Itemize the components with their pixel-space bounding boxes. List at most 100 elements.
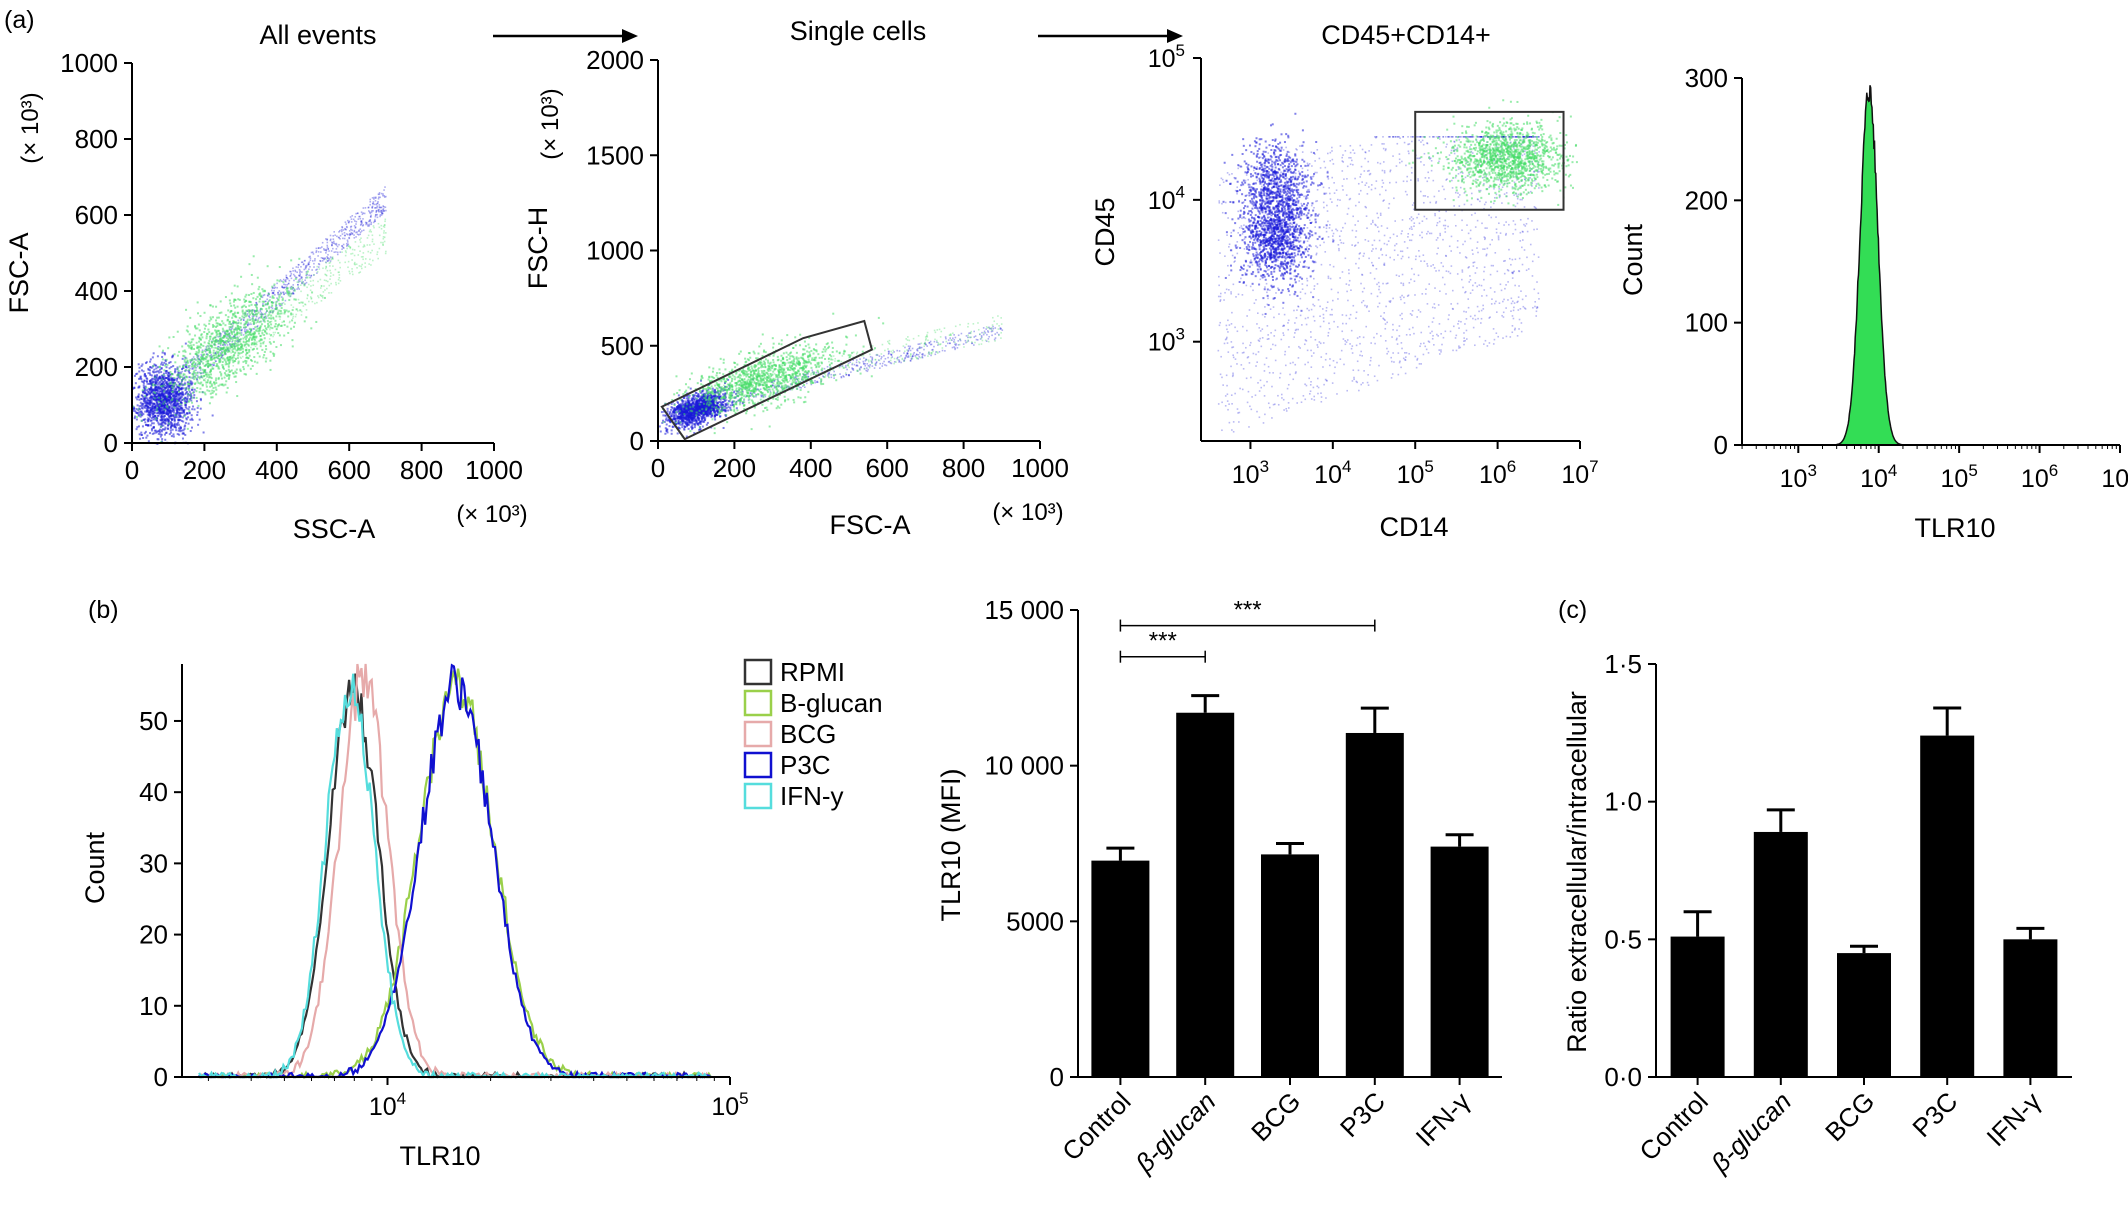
scatter-point (883, 354, 885, 357)
scatter-point (281, 286, 283, 288)
scatter-point (923, 342, 926, 345)
scatter-point (191, 367, 194, 370)
scatter-point (807, 359, 810, 361)
scatter-point (284, 292, 287, 294)
scatter-point (278, 294, 280, 296)
scatter-point (145, 395, 148, 398)
scatter-point (267, 324, 270, 327)
scatter-point (859, 358, 861, 360)
scatter-point (244, 359, 247, 362)
scatter-point (266, 328, 268, 331)
scatter-point (206, 373, 209, 376)
scatter-point (344, 234, 346, 237)
scatter-point (246, 313, 249, 315)
scatter-point (245, 352, 248, 355)
scatter-point (927, 355, 929, 357)
scatter-point (156, 414, 159, 417)
scatter-point (217, 340, 219, 342)
scatter-point (994, 337, 997, 339)
scatter-point (348, 245, 350, 248)
scatter-point (149, 380, 152, 383)
scatter-point (223, 376, 226, 379)
scatter-point (163, 352, 166, 355)
scatter-point (305, 274, 307, 277)
scatter-point (167, 378, 170, 381)
scatter-point (855, 352, 858, 355)
scatter-point (337, 259, 340, 262)
scatter-point (164, 392, 167, 395)
scatter-point (170, 393, 173, 396)
scatter-point (161, 421, 164, 424)
scatter-point (232, 328, 235, 331)
scatter-point (243, 373, 246, 376)
scatter-point (964, 339, 967, 342)
scatter-point (225, 340, 228, 343)
scatter-point (369, 219, 372, 221)
scatter-point (323, 296, 326, 299)
scatter-point (906, 339, 909, 341)
scatter-point (162, 349, 165, 352)
scatter-point (248, 354, 251, 357)
scatter-point (317, 263, 320, 265)
scatter-point (217, 342, 220, 345)
scatter-point (178, 411, 181, 414)
scatter-point (222, 322, 225, 325)
scatter-point (326, 258, 328, 261)
scatter-point (867, 360, 870, 363)
scatter-point (278, 293, 281, 296)
scatter-point (196, 413, 199, 416)
scatter-point (266, 309, 269, 312)
scatter-point (940, 330, 943, 333)
scatter-point (336, 235, 338, 238)
scatter-point (808, 358, 810, 361)
scatter-point (189, 352, 192, 355)
scatter-point (227, 309, 230, 312)
scatter-point (250, 359, 253, 362)
scatter-point (168, 361, 171, 364)
scatter-point (302, 282, 305, 285)
scatter-point (896, 349, 898, 352)
scatter-point (187, 393, 190, 396)
scatter-point (180, 412, 183, 415)
scatter-point (216, 356, 219, 359)
scatter-point (190, 426, 193, 429)
scatter-point (370, 264, 372, 266)
scatter-point (786, 385, 789, 388)
scatter-point (901, 358, 904, 361)
scatter-point (140, 431, 143, 434)
scatter-point (274, 286, 277, 289)
scatter-point (315, 247, 318, 250)
scatter-point (874, 358, 877, 361)
scatter-point (163, 400, 166, 403)
scatter-point (235, 344, 238, 347)
x-tick-label: 200 (183, 455, 226, 485)
scatter-point (786, 386, 788, 389)
scatter-point (288, 293, 291, 295)
scatter-point (863, 363, 865, 365)
scatter-point (172, 354, 175, 357)
scatter-point (242, 360, 245, 363)
scatter-point (209, 355, 212, 358)
scatter-point (198, 377, 201, 380)
scatter-point (254, 326, 257, 329)
scatter-point (981, 331, 983, 334)
scatter-point (183, 373, 186, 376)
scatter-point (184, 369, 187, 372)
scatter-point (828, 376, 830, 379)
scatter-point (222, 330, 224, 333)
scatter-point (195, 396, 198, 399)
scatter-point (205, 345, 208, 348)
scatter-point (341, 226, 344, 229)
scatter-point (149, 432, 152, 435)
scatter-point (251, 336, 254, 339)
scatter-point (878, 355, 881, 357)
scatter-point (198, 371, 201, 374)
scatter-point (810, 374, 812, 376)
scatter-point (378, 206, 381, 208)
scatter-point (973, 330, 975, 333)
scatter-point (230, 304, 233, 307)
scatter-point (245, 353, 248, 356)
scatter-point (890, 357, 893, 359)
scatter-point (163, 406, 166, 409)
scatter-point (195, 366, 198, 369)
